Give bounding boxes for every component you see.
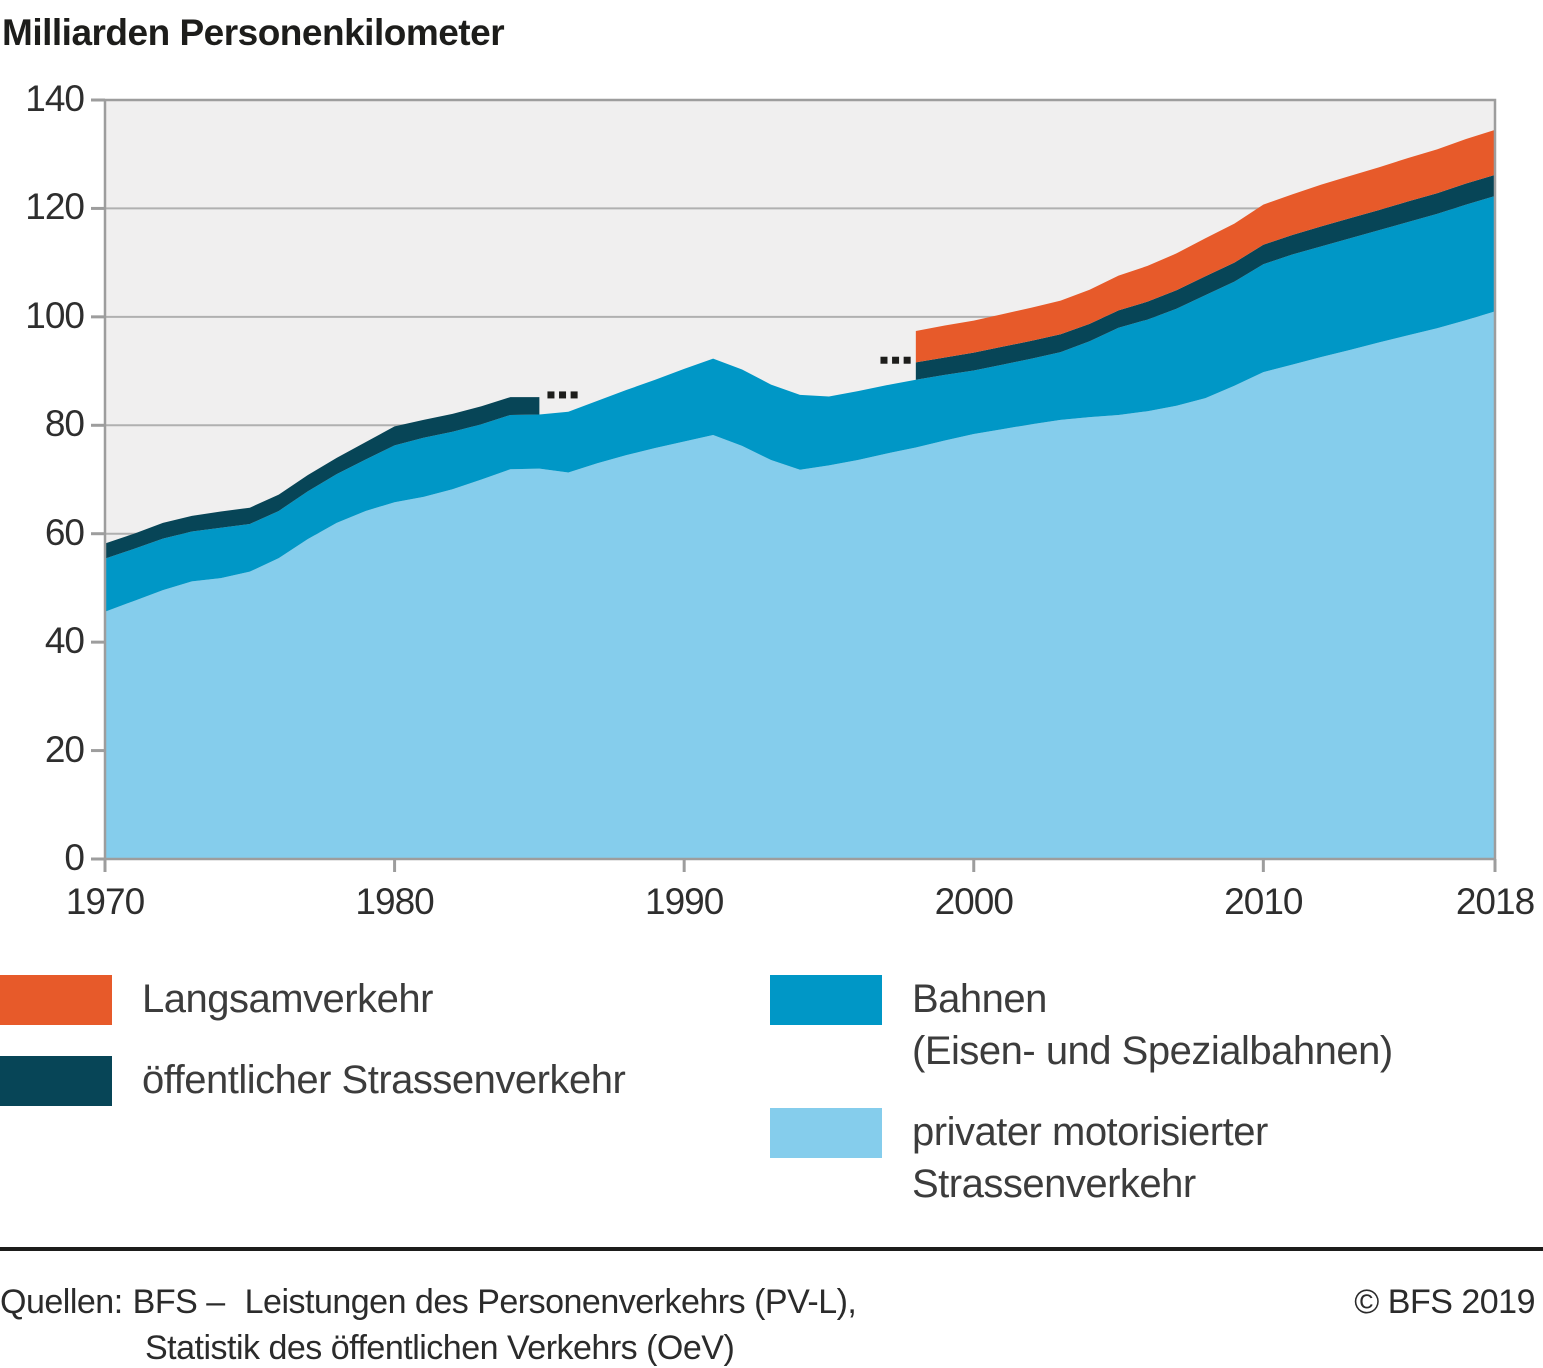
legend-label-privater-strassenverkehr: privater motorisierter Strassenverkehr bbox=[912, 1110, 1268, 1206]
y-tick-label: 60 bbox=[44, 511, 85, 553]
x-tick-label: 2018 bbox=[1455, 881, 1535, 922]
source-org: BFS – bbox=[132, 1283, 225, 1321]
legend-item-langsamverkehr: Langsamverkehr bbox=[0, 975, 433, 1025]
y-tick-label: 140 bbox=[25, 78, 85, 119]
x-tick-label: 2010 bbox=[1224, 881, 1303, 922]
chart-title: Milliarden Personenkilometer bbox=[2, 12, 505, 53]
legend-label-bahnen: Bahnen (Eisen- und Spezialbahnen) bbox=[912, 977, 1393, 1073]
source-text-1: Leistungen des Personenverkehrs (PV-L), bbox=[244, 1283, 857, 1321]
y-tick-label: 120 bbox=[25, 186, 85, 228]
legend-item-privater-strassenverkehr: privater motorisierter Strassenverkehr bbox=[770, 1108, 1268, 1210]
legend-item-bahnen: Bahnen (Eisen- und Spezialbahnen) bbox=[770, 975, 1393, 1077]
sources-label: Quellen: bbox=[0, 1283, 123, 1321]
legend-label-langsamverkehr: Langsamverkehr bbox=[142, 977, 433, 1021]
y-tick-label: 80 bbox=[44, 403, 85, 445]
copyright-notice: © BFS 2019 bbox=[1354, 1283, 1535, 1321]
legend-label-oeffentlicher-strassenverkehr: öffentlicher Strassenverkehr bbox=[142, 1058, 626, 1102]
legend-swatch-langsamverkehr bbox=[0, 975, 112, 1025]
legend-swatch-privater-strassenverkehr bbox=[770, 1108, 882, 1158]
y-tick-label: 20 bbox=[44, 728, 85, 770]
footer-divider bbox=[0, 1247, 1543, 1251]
x-tick-label: 1980 bbox=[355, 881, 434, 922]
stacked-area-chart: 0 20 40 60 80 100 120 140 1970 1980 1990 2000 2010 20… bbox=[25, 78, 1535, 922]
x-tick-label: 2000 bbox=[934, 881, 1014, 922]
chart-canvas bbox=[91, 98, 1497, 872]
source-line-1: Quellen: BFS – Leistungen des Personenverk… bbox=[0, 1283, 857, 1322]
y-tick-label: 100 bbox=[25, 294, 85, 336]
legend-item-oeffentlicher-strassenverkehr: öffentlicher Strassenverkehr bbox=[0, 1056, 626, 1106]
source-line-2: Statistik des öffentlichen Verkehrs (OeV… bbox=[145, 1329, 735, 1367]
legend-swatch-oeffentlicher-strassenverkehr bbox=[0, 1056, 112, 1106]
legend-swatch-bahnen bbox=[770, 975, 882, 1025]
y-tick-label: 0 bbox=[64, 837, 85, 878]
x-tick-label: 1990 bbox=[645, 881, 724, 922]
x-tick-label: 1970 bbox=[65, 881, 145, 922]
y-tick-label: 40 bbox=[44, 620, 85, 662]
